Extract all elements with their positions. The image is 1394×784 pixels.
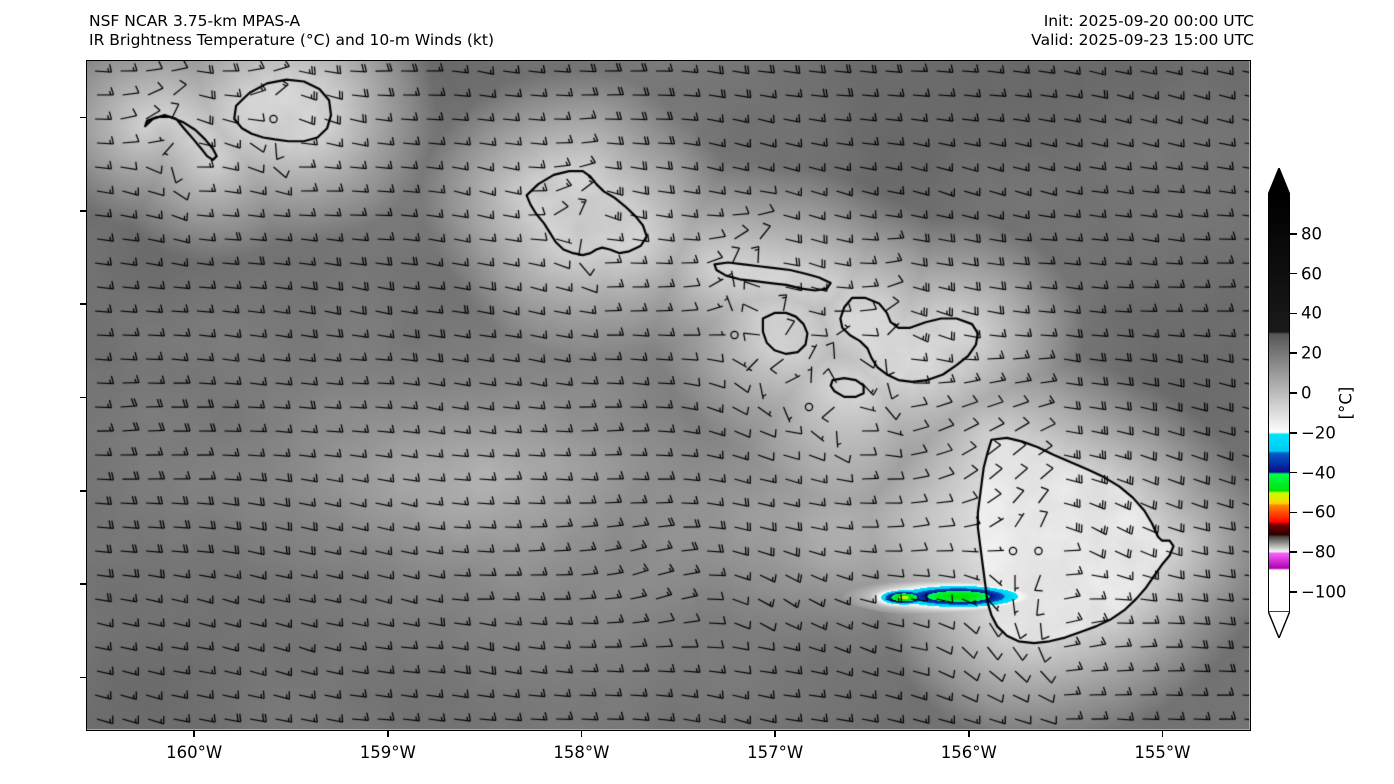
colorbar-tick-label: −80 xyxy=(1301,542,1336,562)
longitude-tick-label: 155°W xyxy=(1134,743,1191,762)
colorbar-tick-label: −60 xyxy=(1301,502,1336,522)
longitude-tick-label: 160°W xyxy=(166,743,223,762)
model-name: NSF NCAR 3.75-km MPAS-A xyxy=(89,12,301,30)
colorbar[interactable]: 80 60 40 20 0 −20 −40 −60 −80 −100 xyxy=(1266,166,1346,640)
valid-time: Valid: 2025-09-23 15:00 UTC xyxy=(1031,31,1254,49)
latitude-tick xyxy=(80,396,86,399)
model-title: NSF NCAR 3.75-km MPAS-A IR Brightness Te… xyxy=(89,12,494,50)
colorbar-tick xyxy=(1290,551,1297,554)
colorbar-tick-label: 40 xyxy=(1301,303,1322,323)
colorbar-gradient xyxy=(1268,194,1290,612)
colorbar-tick xyxy=(1290,471,1297,474)
colorbar-tick-label: 60 xyxy=(1301,264,1322,284)
longitude-tick xyxy=(193,731,195,737)
latitude-tick xyxy=(80,490,86,492)
latitude-tick xyxy=(80,210,86,212)
colorbar-tick-label: 20 xyxy=(1301,343,1322,363)
colorbar-tick xyxy=(1290,392,1297,394)
latitude-tick xyxy=(80,676,86,679)
colorbar-tick-label: −100 xyxy=(1301,582,1347,602)
colorbar-tick xyxy=(1290,432,1297,434)
longitude-tick xyxy=(774,731,776,737)
colorbar-tick xyxy=(1290,511,1297,514)
latitude-tick xyxy=(80,116,86,119)
longitude-tick-label: 156°W xyxy=(940,743,997,762)
latitude-tick xyxy=(80,583,86,585)
colorbar-tick xyxy=(1290,591,1297,593)
ir-brightness-temperature-map xyxy=(87,61,1249,729)
colorbar-tick xyxy=(1290,272,1297,275)
longitude-tick-label: 158°W xyxy=(553,743,610,762)
longitude-tick xyxy=(387,731,389,737)
latitude-axis: 19°N19.5°N20°N20.5°N21°N21.5°N22°N xyxy=(0,0,86,784)
latitude-tick xyxy=(80,303,86,305)
colorbar-tick xyxy=(1290,352,1297,355)
colorbar-extend-top xyxy=(1266,166,1292,196)
colorbar-extend-bottom xyxy=(1266,610,1292,640)
longitude-tick-label: 157°W xyxy=(747,743,804,762)
colorbar-tick-label: −40 xyxy=(1301,463,1336,483)
longitude-tick xyxy=(1161,731,1164,737)
colorbar-tick xyxy=(1290,233,1297,235)
colorbar-tick-label: 80 xyxy=(1301,224,1322,244)
init-time: Init: 2025-09-20 00:00 UTC xyxy=(1043,12,1254,30)
field-description: IR Brightness Temperature (°C) and 10-m … xyxy=(89,31,494,49)
longitude-tick-label: 159°W xyxy=(359,743,416,762)
longitude-tick xyxy=(580,731,583,737)
longitude-tick xyxy=(968,731,970,737)
colorbar-tick-label: 0 xyxy=(1301,383,1312,403)
colorbar-unit-label: [°C] xyxy=(1336,386,1356,420)
colorbar-tick xyxy=(1290,312,1297,315)
run-time-block: Init: 2025-09-20 00:00 UTC Valid: 2025-0… xyxy=(1031,12,1254,50)
map-plot-area[interactable] xyxy=(86,60,1251,731)
colorbar-tick-label: −20 xyxy=(1301,423,1336,443)
